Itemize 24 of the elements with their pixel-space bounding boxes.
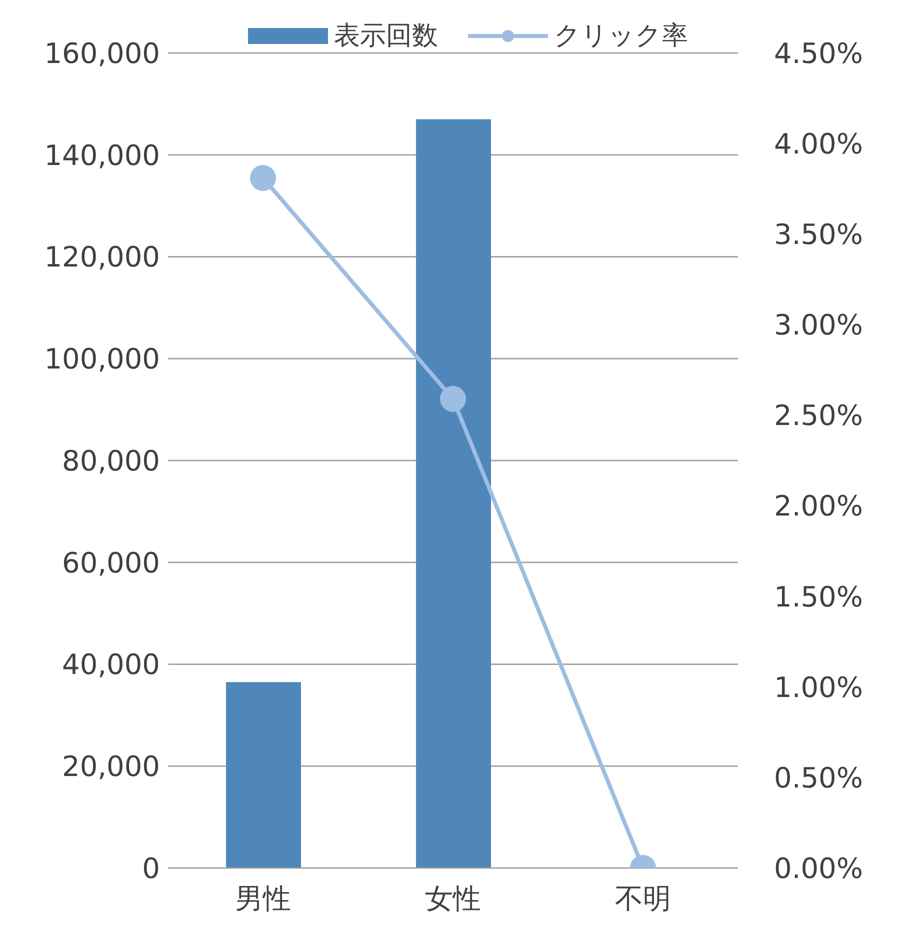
y2-tick-label: 1.50% <box>774 580 863 614</box>
y-tick-label: 40,000 <box>62 648 160 682</box>
x-tick-label: 女性 <box>425 882 481 915</box>
y2-tick-label: 4.50% <box>774 36 863 70</box>
y-tick-label: 0 <box>142 852 160 885</box>
legend-label: 表示回数 <box>334 20 438 53</box>
y-tick-label: 160,000 <box>44 36 160 70</box>
y2-tick-label: 0.00% <box>774 852 863 885</box>
x-tick-label: 男性 <box>235 882 291 915</box>
y2-tick-label: 3.00% <box>774 308 863 342</box>
y-tick-label: 80,000 <box>62 444 160 478</box>
y2-tick-label: 1.00% <box>774 670 863 704</box>
y-tick-label: 20,000 <box>62 750 160 784</box>
x-tick-label: 不明 <box>615 882 671 915</box>
y2-tick-label: 2.50% <box>774 399 863 432</box>
y2-tick-label: 0.50% <box>774 761 863 794</box>
y-tick-label: 140,000 <box>44 138 160 172</box>
y-tick-label: 60,000 <box>62 546 160 580</box>
y2-tick-label: 4.00% <box>774 127 863 160</box>
legend-label: クリック率 <box>554 20 688 53</box>
y2-tick-label: 3.50% <box>774 218 863 252</box>
y-tick-label: 120,000 <box>44 240 160 274</box>
y-tick-label: 100,000 <box>44 342 160 376</box>
y2-tick-label: 2.00% <box>774 490 863 523</box>
